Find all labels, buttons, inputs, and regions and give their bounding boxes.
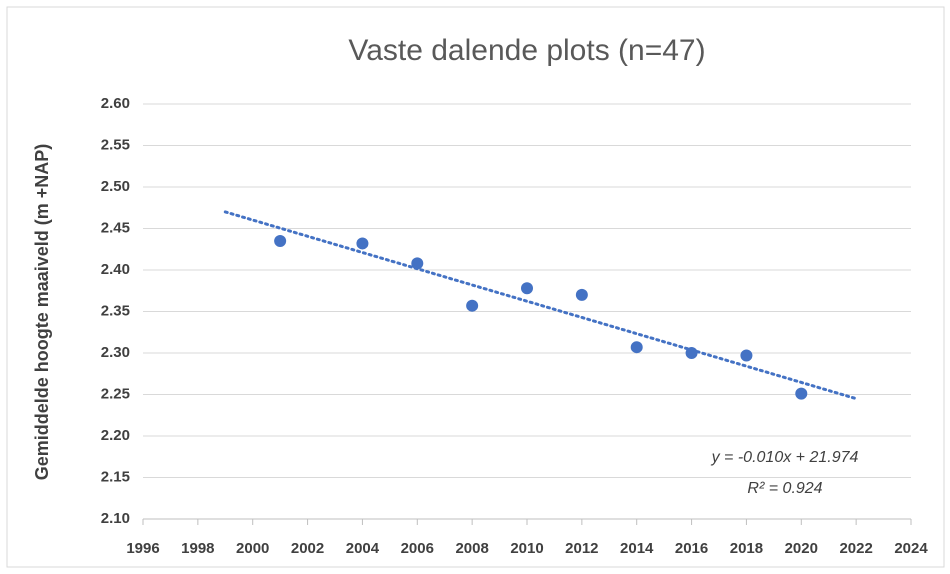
data-point [274, 234, 287, 247]
y-axis-label: Gemiddelde hoogte maaiveld (m +NAP) [32, 144, 52, 481]
x-tick-label: 2000 [236, 540, 269, 557]
y-tick-label: 2.45 [101, 219, 130, 236]
x-tick-label: 2018 [730, 540, 763, 557]
y-tick-label: 2.30 [101, 344, 130, 361]
x-tick-label: 2016 [675, 540, 708, 557]
data-point [521, 282, 533, 295]
x-tick-label: 2010 [510, 540, 543, 557]
x-tick-label: 2008 [455, 540, 488, 557]
x-tick-label: 1998 [181, 540, 214, 557]
trendline [223, 210, 858, 401]
y-tick-label: 2.20 [101, 427, 130, 444]
x-tick-label: 2020 [785, 540, 818, 557]
data-point [740, 349, 753, 362]
x-tick-label: 1996 [126, 540, 159, 557]
x-tick-label: 2004 [346, 540, 380, 557]
r-squared: R² = 0.924 [747, 480, 822, 497]
data-point [630, 341, 643, 354]
data-point [466, 299, 479, 312]
chart-border [6, 6, 945, 568]
x-tick-label: 2012 [565, 540, 598, 557]
y-tick-label: 2.50 [101, 178, 130, 195]
y-tick-label: 2.10 [101, 510, 130, 527]
data-point [685, 347, 698, 359]
data-point [411, 257, 424, 270]
data-point [795, 387, 808, 400]
y-tick-label: 2.25 [101, 385, 130, 402]
y-tick-label: 2.55 [101, 136, 130, 153]
x-tick-label: 2006 [401, 540, 434, 557]
x-tick-label: 2024 [894, 540, 928, 557]
y-tick-label: 2.35 [101, 302, 130, 319]
x-tick-label: 2022 [839, 540, 872, 557]
data-point [356, 237, 369, 250]
y-tick-label: 2.60 [101, 95, 130, 112]
x-tick-label: 2014 [620, 540, 654, 557]
data-point [575, 288, 588, 301]
chart-title: Vaste dalende plots (n=47) [348, 34, 705, 67]
y-tick-label: 2.40 [101, 261, 130, 278]
y-tick-label: 2.15 [101, 468, 130, 485]
trend-equation: y = -0.010x + 21.974 [711, 449, 859, 466]
x-tick-label: 2002 [291, 540, 324, 557]
